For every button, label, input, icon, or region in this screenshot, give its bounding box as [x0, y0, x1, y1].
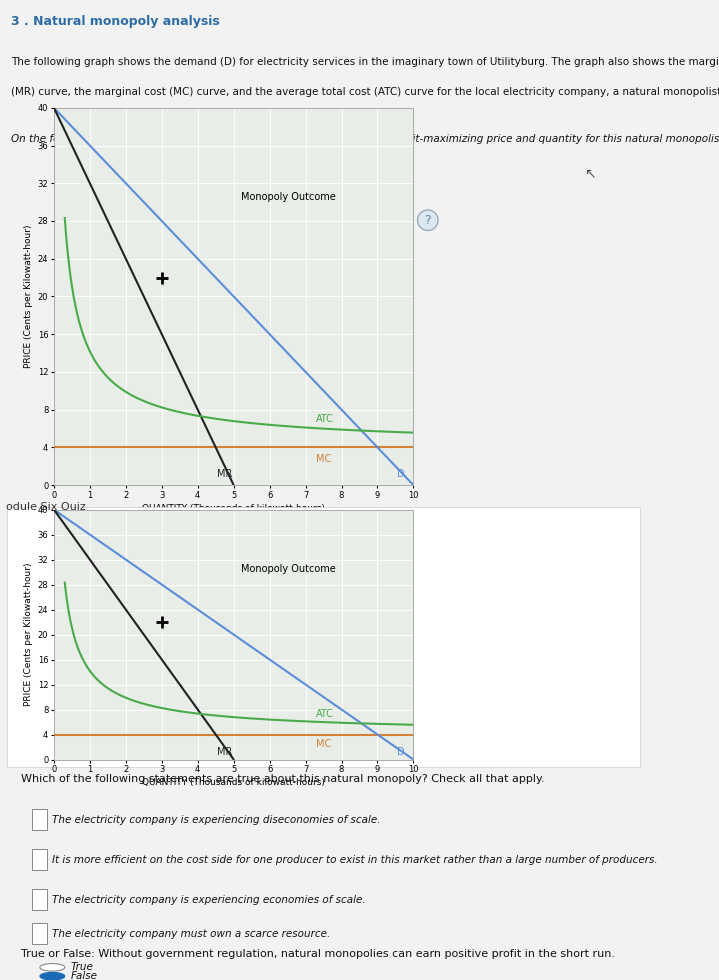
Text: MR: MR	[217, 747, 233, 757]
Text: MC: MC	[316, 739, 331, 749]
FancyBboxPatch shape	[7, 507, 640, 766]
Text: D: D	[397, 468, 405, 479]
X-axis label: QUANTITY (Thousands of kilowatt-hours): QUANTITY (Thousands of kilowatt-hours)	[142, 504, 325, 513]
Text: The electricity company is experiencing economies of scale.: The electricity company is experiencing …	[52, 895, 366, 905]
X-axis label: QUANTITY (Thousands of kilowatt-hours): QUANTITY (Thousands of kilowatt-hours)	[142, 778, 325, 787]
Circle shape	[40, 963, 65, 971]
Text: False: False	[71, 971, 98, 980]
Text: Monopoly Outcome: Monopoly Outcome	[241, 564, 336, 574]
Text: True: True	[71, 962, 94, 972]
Text: D: D	[397, 747, 405, 757]
Text: It is more efficient on the cost side for one producer to exist in this market r: It is more efficient on the cost side fo…	[52, 855, 658, 865]
Text: Which of the following statements are true about this natural monopoly? Check al: Which of the following statements are tr…	[22, 773, 545, 784]
Text: MC: MC	[316, 454, 331, 464]
Text: 3 . Natural monopoly analysis: 3 . Natural monopoly analysis	[11, 15, 219, 27]
FancyBboxPatch shape	[32, 890, 47, 910]
Text: The electricity company is experiencing diseconomies of scale.: The electricity company is experiencing …	[52, 814, 381, 825]
Text: ATC: ATC	[316, 709, 334, 719]
FancyBboxPatch shape	[32, 809, 47, 830]
Text: ATC: ATC	[316, 414, 334, 424]
Text: The electricity company must own a scarce resource.: The electricity company must own a scarc…	[52, 929, 331, 939]
FancyBboxPatch shape	[32, 923, 47, 944]
Text: ↖: ↖	[584, 167, 595, 180]
Text: On the following graph, use the black point (plus symbol) to indicate the profit: On the following graph, use the black po…	[11, 133, 719, 144]
FancyBboxPatch shape	[32, 850, 47, 870]
Text: MR: MR	[217, 468, 233, 479]
Text: (MR) curve, the marginal cost (MC) curve, and the average total cost (ATC) curve: (MR) curve, the marginal cost (MC) curve…	[11, 86, 719, 97]
Y-axis label: PRICE (Cents per Kilowatt-hour): PRICE (Cents per Kilowatt-hour)	[24, 563, 34, 707]
Text: True or False: Without government regulation, natural monopolies can earn positi: True or False: Without government regula…	[22, 950, 615, 959]
Text: The following graph shows the demand (D) for electricity services in the imagina: The following graph shows the demand (D)…	[11, 57, 719, 67]
Y-axis label: PRICE (Cents per Kilowatt-hour): PRICE (Cents per Kilowatt-hour)	[24, 224, 34, 368]
Text: ?: ?	[424, 214, 431, 226]
Text: odule Six Quiz: odule Six Quiz	[6, 502, 86, 513]
Circle shape	[40, 972, 65, 980]
Text: Monopoly Outcome: Monopoly Outcome	[241, 192, 336, 203]
